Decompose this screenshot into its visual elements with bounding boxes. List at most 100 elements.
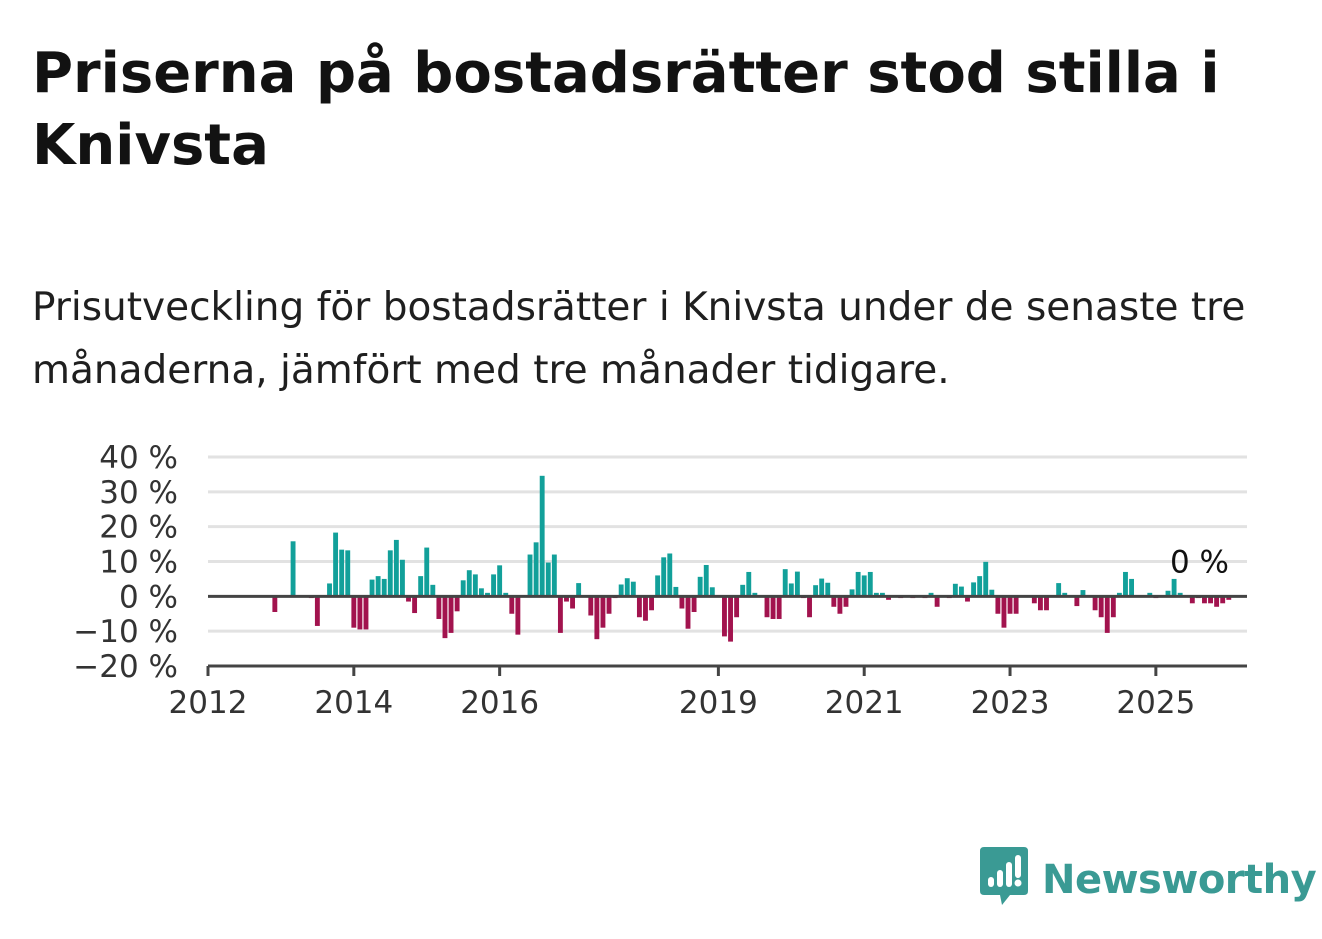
bar	[703, 564, 709, 597]
bar	[600, 596, 606, 628]
bar	[485, 592, 490, 597]
bar	[272, 596, 278, 612]
chart-subtitle: Prisutveckling för bostadsrätter i Knivs…	[32, 285, 1246, 393]
bar	[430, 584, 436, 597]
bar	[819, 578, 825, 597]
x-tick-label: 2021	[825, 685, 904, 721]
bar	[807, 596, 812, 618]
newsworthy-logo-icon	[980, 846, 1028, 914]
bar	[1001, 596, 1007, 628]
bar	[880, 592, 885, 597]
bar	[958, 586, 964, 597]
y-tick-label: 20 %	[99, 510, 178, 546]
bar	[363, 596, 369, 630]
bar	[867, 571, 873, 597]
x-tick-label: 2012	[169, 685, 248, 721]
brand-logo[interactable]: Newsworthy	[980, 846, 1317, 914]
chart-title: Priserna på bostadsrätter stod stilla i …	[32, 41, 1220, 178]
bar	[734, 596, 740, 618]
bar	[636, 596, 642, 618]
bar	[794, 571, 800, 597]
bar	[618, 584, 624, 597]
bar	[290, 541, 296, 597]
bar	[971, 582, 977, 597]
bar	[1062, 592, 1068, 597]
x-tick-label: 2019	[679, 685, 758, 721]
bar	[1189, 596, 1195, 604]
bar	[497, 565, 503, 597]
bar	[357, 596, 363, 630]
bar	[752, 592, 758, 597]
bar	[387, 550, 393, 597]
x-tick-label: 2014	[314, 685, 393, 721]
bar	[606, 596, 612, 614]
bar	[472, 574, 478, 597]
end-value-label: 0 %	[1170, 545, 1229, 581]
bar	[393, 539, 399, 597]
x-tick-label: 2025	[1116, 685, 1195, 721]
bar	[952, 583, 958, 597]
bar	[667, 553, 673, 597]
y-tick-label: −20 %	[73, 649, 178, 685]
bar	[1056, 583, 1062, 597]
bar	[995, 596, 1001, 614]
bar	[1104, 596, 1110, 633]
bar	[873, 592, 879, 597]
bar	[1074, 596, 1080, 607]
bar	[1226, 596, 1232, 600]
bar	[722, 596, 727, 637]
bar	[478, 588, 484, 597]
bar	[515, 596, 521, 635]
bar	[1177, 592, 1183, 597]
bar	[588, 596, 594, 616]
bar	[1013, 596, 1019, 614]
tick-labels: 40 %30 %20 %10 %0 %−10 %−20 %2012 2014 201…	[73, 440, 1229, 721]
bar	[928, 592, 934, 597]
brand-name: Newsworthy	[1042, 857, 1317, 903]
bar	[624, 578, 630, 597]
bar	[685, 596, 691, 629]
bar	[351, 596, 357, 628]
bar	[314, 596, 320, 626]
bar	[643, 596, 648, 621]
bar	[1044, 596, 1049, 611]
y-tick-label: 10 %	[99, 545, 178, 581]
bar	[855, 571, 861, 597]
y-tick-label: −10 %	[73, 614, 178, 650]
bar	[837, 596, 843, 614]
bar	[381, 578, 387, 597]
bar	[673, 586, 679, 597]
bar	[746, 571, 752, 597]
bar	[339, 549, 345, 597]
bar	[509, 596, 515, 614]
bars	[272, 475, 1232, 642]
bar	[1092, 596, 1098, 611]
bar	[570, 596, 575, 609]
bar	[1208, 596, 1213, 604]
bar	[1116, 592, 1122, 597]
bar	[436, 596, 442, 619]
bar	[424, 547, 430, 597]
bar	[460, 580, 466, 597]
bar	[564, 596, 569, 602]
y-tick-label: 0 %	[119, 579, 178, 615]
y-tick-label: 40 %	[99, 440, 178, 476]
bar	[977, 576, 983, 597]
bar	[697, 576, 703, 597]
bar	[728, 596, 733, 642]
x-tick-label: 2023	[971, 685, 1050, 721]
bar	[1110, 596, 1116, 618]
bar	[1171, 578, 1177, 597]
bar	[764, 596, 770, 618]
bar	[825, 582, 831, 597]
bar	[770, 596, 776, 619]
bar	[1080, 590, 1086, 597]
bar	[1202, 596, 1207, 604]
bar	[1031, 596, 1037, 604]
bar	[557, 596, 563, 633]
bar	[1165, 590, 1171, 597]
bar	[843, 596, 849, 607]
bar	[831, 596, 837, 607]
bar	[412, 596, 418, 614]
